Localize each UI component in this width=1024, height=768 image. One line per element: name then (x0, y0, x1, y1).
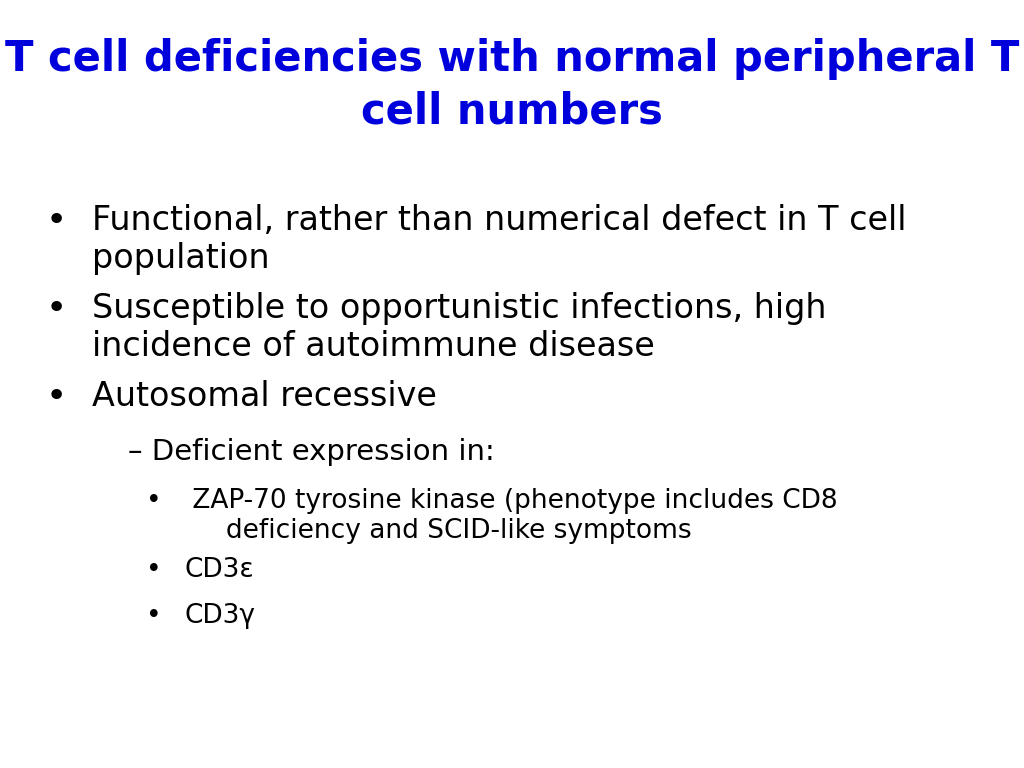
Text: •: • (46, 380, 67, 414)
Text: Autosomal recessive: Autosomal recessive (92, 380, 437, 413)
Text: CD3γ: CD3γ (184, 603, 255, 629)
Text: CD3ε: CD3ε (184, 557, 254, 583)
Text: •: • (46, 204, 67, 237)
Text: •: • (46, 292, 67, 326)
Text: – Deficient expression in:: – Deficient expression in: (128, 438, 495, 465)
Text: T cell deficiencies with normal peripheral T
cell numbers: T cell deficiencies with normal peripher… (5, 38, 1019, 132)
Text: •: • (145, 488, 162, 514)
Text: ZAP-70 tyrosine kinase (phenotype includes CD8
     deficiency and SCID-like sym: ZAP-70 tyrosine kinase (phenotype includ… (184, 488, 838, 544)
Text: Functional, rather than numerical defect in T cell
population: Functional, rather than numerical defect… (92, 204, 906, 275)
Text: Susceptible to opportunistic infections, high
incidence of autoimmune disease: Susceptible to opportunistic infections,… (92, 292, 826, 363)
Text: •: • (145, 557, 162, 583)
Text: •: • (145, 603, 162, 629)
